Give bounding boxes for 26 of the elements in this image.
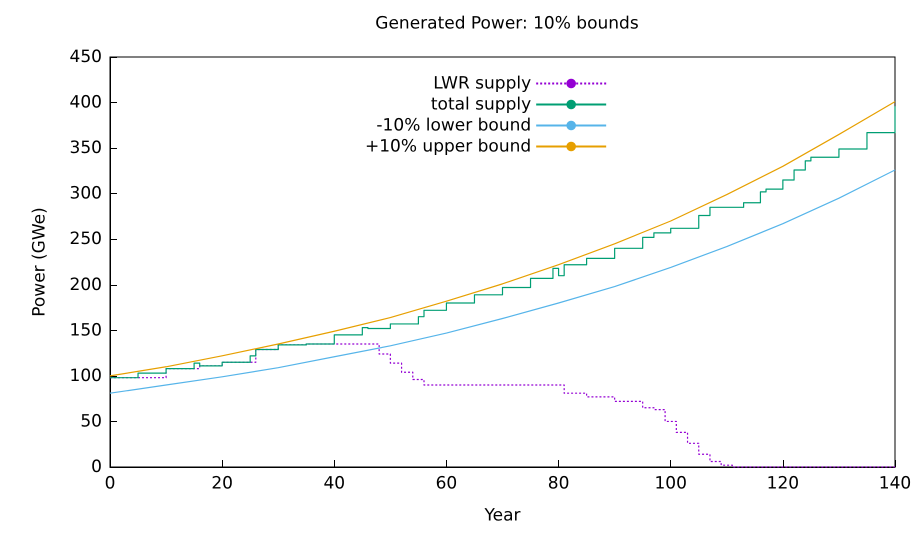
x-tick-label: 40: [323, 474, 346, 494]
x-axis-title: Year: [484, 506, 521, 526]
y-tick-label: 0: [91, 457, 102, 477]
x-tick-label: 120: [766, 474, 800, 494]
y-tick-label: 450: [70, 47, 102, 67]
chart-title: Generated Power: 10% bounds: [375, 14, 639, 34]
x-tick-label: 0: [104, 474, 116, 494]
y-tick-label: 300: [70, 184, 102, 204]
y-tick-label: 100: [70, 366, 102, 386]
legend-label: -10% lower bound: [376, 116, 532, 136]
x-tick-label: 100: [654, 474, 687, 494]
y-tick-label: 150: [70, 320, 102, 340]
x-tick-label: 20: [211, 474, 233, 494]
x-tick-label: 140: [878, 474, 912, 494]
y-tick-label: 400: [70, 92, 102, 113]
legend-label: total supply: [430, 94, 532, 114]
y-tick-label: 350: [70, 138, 102, 158]
legend-label: +10% upper bound: [364, 136, 532, 156]
x-tick-label: 60: [436, 474, 458, 494]
y-axis-title: Power (GWe): [30, 207, 50, 317]
legend-label: LWR supply: [433, 74, 532, 94]
line-series: [109, 169, 896, 394]
y-tick-label: 250: [70, 229, 102, 250]
y-tick-label: 50: [80, 411, 102, 432]
x-tick-label: 80: [548, 474, 570, 494]
y-tick-label: 200: [70, 274, 102, 295]
